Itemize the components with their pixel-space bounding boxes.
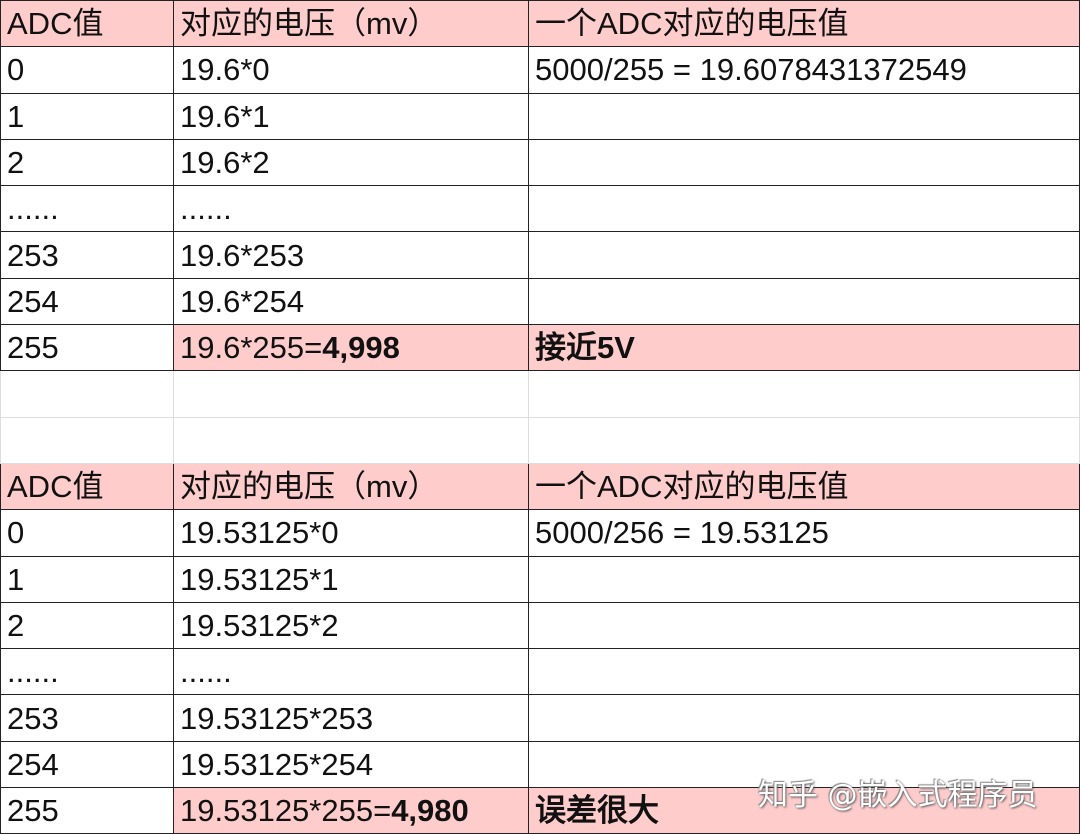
table-row: 253 19.6*253 — [0, 231, 1080, 279]
table-cell[interactable]: 5000/255 = 19.6078431372549 — [528, 46, 1080, 94]
header-cell[interactable]: 一个ADC对应的电压值 — [528, 462, 1080, 511]
header-cell[interactable]: 一个ADC对应的电压值 — [528, 0, 1080, 48]
empty-cell[interactable] — [528, 370, 1080, 418]
table-cell[interactable]: 19.53125*254 — [173, 740, 529, 789]
table-cell[interactable]: 19.53125*253 — [173, 694, 529, 742]
table-cell[interactable] — [528, 694, 1080, 742]
table-cell[interactable]: 5000/256 = 19.53125 — [528, 509, 1080, 557]
empty-cell[interactable] — [0, 416, 174, 464]
formula-text: 19.6*255= — [180, 330, 323, 366]
table-cell[interactable] — [528, 277, 1080, 326]
empty-cell[interactable] — [528, 416, 1080, 464]
table-cell[interactable]: 1 — [0, 92, 174, 140]
table-cell[interactable]: ...... — [173, 185, 529, 233]
note-text: 误差很大 — [535, 793, 659, 829]
blank-row — [0, 370, 1080, 418]
table-cell[interactable]: 0 — [0, 46, 174, 94]
table-cell[interactable] — [528, 740, 1080, 789]
header-cell[interactable]: ADC值 — [0, 462, 174, 511]
header-cell[interactable]: 对应的电压（mv） — [173, 0, 529, 48]
adc-cell[interactable]: 255 — [0, 324, 174, 372]
table-row: 1 19.53125*1 — [0, 555, 1080, 603]
result-cell[interactable]: 19.6*255=4,998 — [173, 324, 529, 372]
table-cell[interactable]: 19.6*253 — [173, 231, 529, 279]
table-cell[interactable]: 19.53125*1 — [173, 555, 529, 603]
table-cell[interactable]: 0 — [0, 509, 174, 557]
empty-cell[interactable] — [173, 370, 529, 418]
table-cell[interactable]: 254 — [0, 740, 174, 789]
table-row: ............ — [0, 185, 1080, 233]
table-cell[interactable]: 254 — [0, 277, 174, 326]
table-cell[interactable] — [528, 231, 1080, 279]
table-cell[interactable] — [528, 138, 1080, 187]
table-cell[interactable]: 2 — [0, 601, 174, 650]
result-value: 4,980 — [391, 793, 469, 829]
table-cell[interactable]: 19.6*1 — [173, 92, 529, 140]
table-row: 254 19.6*254 — [0, 277, 1080, 326]
table-cell[interactable]: 19.6*254 — [173, 277, 529, 326]
watermark: 知乎 @嵌入式程序员 — [758, 778, 1038, 813]
table-row: 254 19.53125*254 — [0, 740, 1080, 789]
header-row: ADC值 对应的电压（mv） 一个ADC对应的电压值 — [0, 462, 1080, 511]
table-row: 0 19.6*0 5000/255 = 19.6078431372549 — [0, 46, 1080, 94]
table-cell[interactable]: 19.6*0 — [173, 46, 529, 94]
table-cell[interactable] — [528, 92, 1080, 140]
table-cell[interactable]: ...... — [0, 648, 174, 696]
table-cell[interactable]: 19.53125*0 — [173, 509, 529, 557]
note-cell[interactable]: 接近5V — [528, 324, 1080, 372]
table-row: ............ — [0, 648, 1080, 696]
empty-cell[interactable] — [0, 370, 174, 418]
table-cell[interactable] — [528, 648, 1080, 696]
table-row-last: 255 19.6*255=4,998 接近5V — [0, 324, 1080, 372]
note-text: 接近5V — [535, 330, 635, 366]
table-cell[interactable]: 1 — [0, 555, 174, 603]
header-row: ADC值 对应的电压（mv） 一个ADC对应的电压值 — [0, 0, 1080, 48]
table-cell[interactable]: 2 — [0, 138, 174, 187]
result-cell[interactable]: 19.53125*255=4,980 — [173, 787, 529, 834]
table-cell[interactable] — [528, 601, 1080, 650]
table-cell[interactable]: 19.53125*2 — [173, 601, 529, 650]
result-value: 4,998 — [322, 330, 400, 366]
table-row-last: 255 19.53125*255=4,980 误差很大 — [0, 787, 1080, 834]
note-cell[interactable]: 误差很大 — [528, 787, 1080, 834]
table-row: 1 19.6*1 — [0, 92, 1080, 140]
table-cell[interactable] — [528, 555, 1080, 603]
adc-cell[interactable]: 255 — [0, 787, 174, 834]
table-cell[interactable]: 253 — [0, 231, 174, 279]
table-cell[interactable]: 253 — [0, 694, 174, 742]
empty-cell[interactable] — [173, 416, 529, 464]
table-cell[interactable] — [528, 185, 1080, 233]
table-row: 253 19.53125*253 — [0, 694, 1080, 742]
table-cell[interactable]: ...... — [0, 185, 174, 233]
header-cell[interactable]: ADC值 — [0, 0, 174, 48]
table-row: 2 19.53125*2 — [0, 601, 1080, 650]
table-row: 2 19.6*2 — [0, 138, 1080, 187]
table-cell[interactable]: ...... — [173, 648, 529, 696]
table-row: 0 19.53125*0 5000/256 = 19.53125 — [0, 509, 1080, 557]
formula-text: 19.53125*255= — [180, 793, 392, 829]
table-cell[interactable]: 19.6*2 — [173, 138, 529, 187]
blank-row — [0, 416, 1080, 464]
header-cell[interactable]: 对应的电压（mv） — [173, 462, 529, 511]
